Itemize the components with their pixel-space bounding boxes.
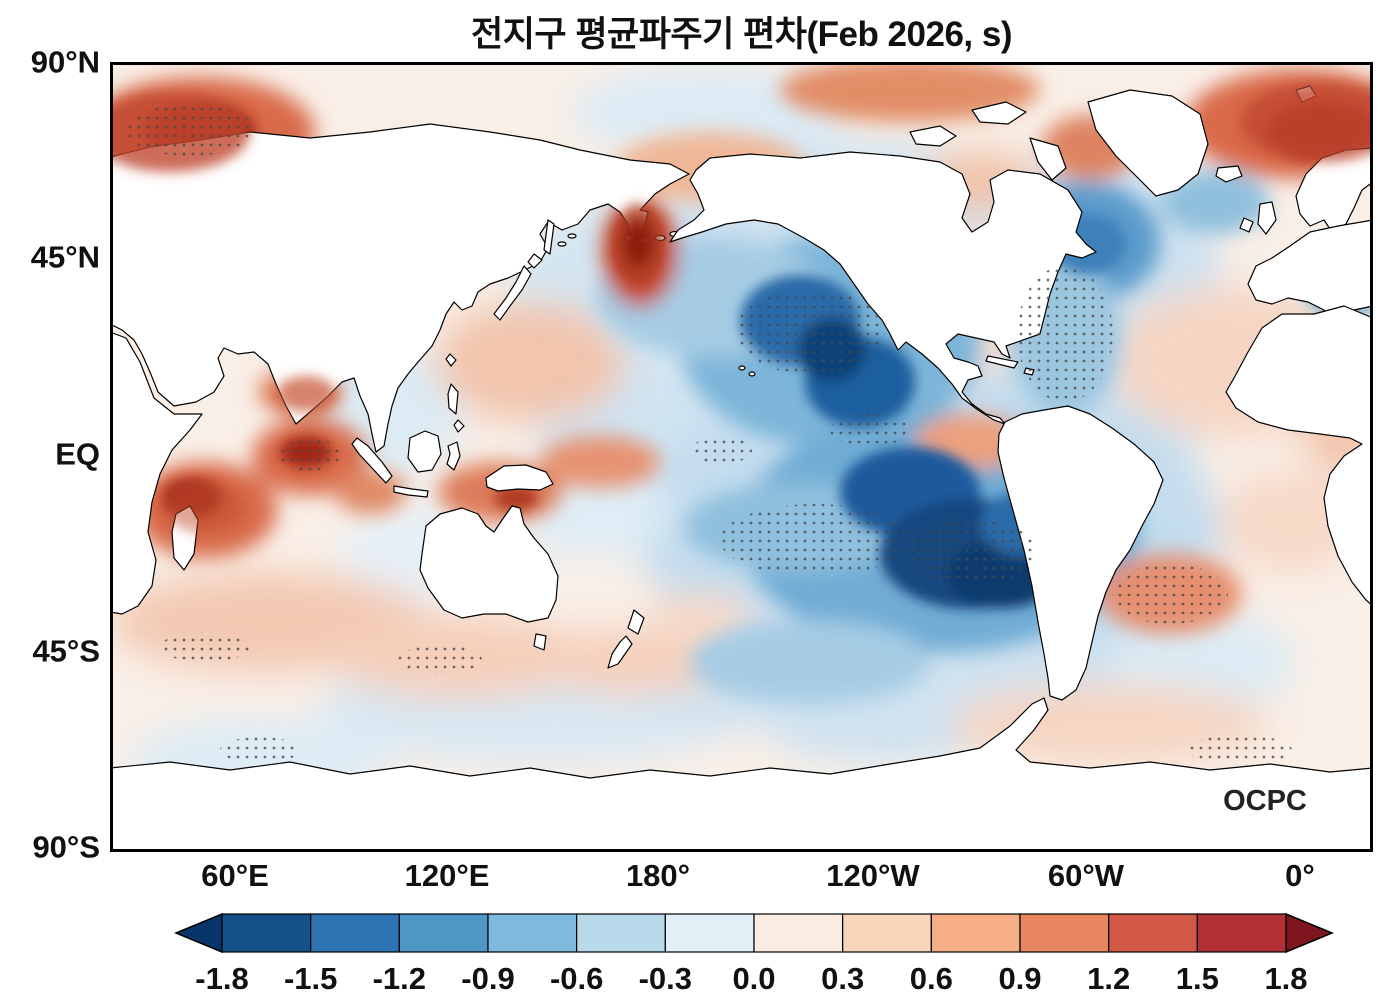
lat-axis-label-eq: EQ (55, 436, 100, 472)
colorbar-tick-label: -0.9 (461, 961, 514, 996)
colorbar-tick-label: -1.8 (195, 961, 248, 996)
stipple-overlay (125, 104, 1292, 765)
coastlines-land (110, 85, 1373, 852)
colorbar-tick-label: 1.8 (1264, 961, 1307, 996)
colorbar-segment (221, 913, 312, 953)
colorbar-tick-label: -0.6 (550, 961, 603, 996)
colorbar-tick-label: 1.2 (1087, 961, 1130, 996)
colorbar-tick-label: -0.3 (639, 961, 692, 996)
map-figure: OCPC (110, 62, 1373, 852)
lat-axis-label-45n: 45°N (30, 239, 100, 275)
page-title: 전지구 평균파주기 편차(Feb 2026, s) (471, 15, 1012, 54)
world-map: OCPC (110, 62, 1373, 852)
colorbar-segment (664, 913, 755, 953)
map-border-frame (110, 62, 1373, 852)
colorbar-segment (487, 913, 578, 953)
lat-axis-label-90s: 90°S (32, 829, 100, 865)
land-anomaly-overlay (110, 82, 1373, 533)
colorbar-tick-label: -1.2 (373, 961, 426, 996)
colorbar-tick-label: -1.5 (284, 961, 337, 996)
colorbar-tick-label: 0.9 (998, 961, 1041, 996)
lat-axis-label-90n: 90°N (30, 44, 100, 80)
colorbar-segment (753, 913, 844, 953)
colorbar-tick-label: 0.0 (732, 961, 775, 996)
colorbar-right-arrow (1285, 912, 1334, 954)
ocpc-watermark: OCPC (1223, 785, 1307, 817)
colorbar-tick-label: 0.6 (910, 961, 953, 996)
colorbar: -1.8 -1.5 -1.2 -0.9 -0.6 -0.3 0.0 0.3 0.6 0.9 1.2 1… (174, 912, 1334, 996)
colorbar-segment (1196, 913, 1287, 953)
colorbar-left-arrow (174, 912, 223, 954)
lon-axis-label-60w: 60°W (1047, 858, 1125, 893)
colorbar-segment (398, 913, 489, 953)
colorbar-tick-label: 1.5 (1176, 961, 1219, 996)
colorbar-segment (842, 913, 932, 953)
colorbar-tick-label: 0.3 (821, 961, 864, 996)
colorbar-segment (576, 913, 666, 953)
colorbar-segment (1108, 913, 1198, 953)
colorbar-segment (1019, 913, 1110, 953)
lon-axis-label-120w: 120°W (826, 858, 920, 893)
lat-axis-label-45s: 45°S (32, 633, 100, 669)
colorbar-segment (930, 913, 1021, 953)
lon-axis-label-120e: 120°E (404, 858, 490, 893)
lon-axis-label-180: 180° (625, 858, 691, 893)
lon-axis-label-60e: 60°E (201, 858, 269, 893)
colorbar-segment (310, 913, 400, 953)
lon-axis-label-0: 0° (1285, 858, 1315, 893)
